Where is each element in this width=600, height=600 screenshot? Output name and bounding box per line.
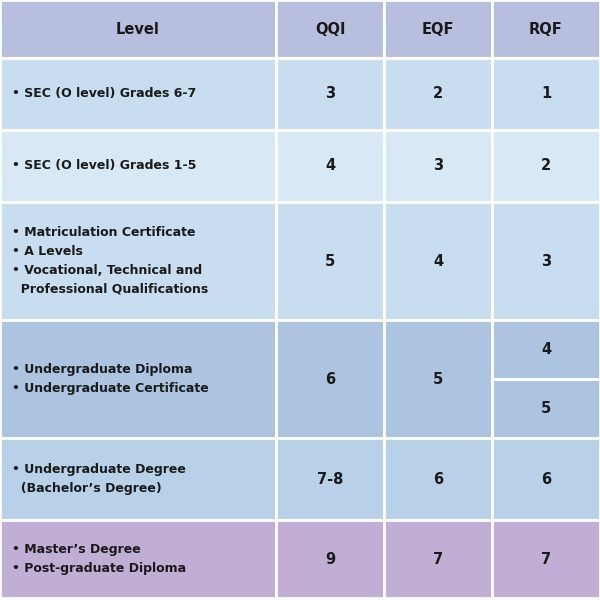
Text: EQF: EQF	[422, 22, 454, 37]
Text: • Undergraduate Degree
  (Bachelor’s Degree): • Undergraduate Degree (Bachelor’s Degre…	[12, 463, 186, 495]
Text: 7: 7	[541, 551, 551, 566]
Text: 6: 6	[325, 371, 335, 386]
Bar	[384, 202, 492, 320]
Text: • Matriculation Certificate
• A Levels
• Vocational, Technical and
  Professiona: • Matriculation Certificate • A Levels •…	[12, 226, 208, 296]
Text: 6: 6	[433, 472, 443, 487]
Bar	[0, 0, 276, 58]
Bar	[0, 58, 276, 130]
Text: 7-8: 7-8	[317, 472, 343, 487]
Bar	[492, 58, 600, 130]
Bar	[276, 202, 384, 320]
Bar	[492, 202, 600, 320]
Text: 5: 5	[541, 401, 551, 416]
Text: • SEC (O level) Grades 6-7: • SEC (O level) Grades 6-7	[12, 88, 196, 100]
Text: 6: 6	[541, 472, 551, 487]
Bar	[276, 0, 384, 58]
Text: 4: 4	[433, 253, 443, 269]
Bar	[384, 320, 492, 438]
Bar	[492, 0, 600, 58]
Text: 9: 9	[325, 551, 335, 566]
Bar	[384, 130, 492, 202]
Text: 4: 4	[541, 342, 551, 357]
Bar	[492, 520, 600, 598]
Text: 5: 5	[325, 253, 335, 269]
Text: 2: 2	[541, 158, 551, 173]
Text: 5: 5	[433, 371, 443, 386]
Text: 1: 1	[541, 86, 551, 101]
Text: Level: Level	[116, 22, 160, 37]
Bar	[492, 130, 600, 202]
Text: • SEC (O level) Grades 1-5: • SEC (O level) Grades 1-5	[12, 160, 196, 173]
Bar	[276, 58, 384, 130]
Bar	[492, 438, 600, 520]
Text: 3: 3	[325, 86, 335, 101]
Bar	[384, 438, 492, 520]
Bar	[276, 520, 384, 598]
Text: 7: 7	[433, 551, 443, 566]
Bar	[0, 130, 276, 202]
Text: • Undergraduate Diploma
• Undergraduate Certificate: • Undergraduate Diploma • Undergraduate …	[12, 363, 209, 395]
Bar	[384, 520, 492, 598]
Bar	[276, 130, 384, 202]
Bar	[492, 320, 600, 379]
Bar	[276, 320, 384, 438]
Text: • Master’s Degree
• Post-graduate Diploma: • Master’s Degree • Post-graduate Diplom…	[12, 543, 186, 575]
Bar	[0, 438, 276, 520]
Text: 3: 3	[433, 158, 443, 173]
Bar	[492, 379, 600, 438]
Bar	[384, 58, 492, 130]
Text: QQI: QQI	[315, 22, 345, 37]
Bar	[0, 320, 276, 438]
Text: 3: 3	[541, 253, 551, 269]
Bar	[0, 202, 276, 320]
Text: 2: 2	[433, 86, 443, 101]
Bar	[276, 438, 384, 520]
Text: RQF: RQF	[529, 22, 563, 37]
Bar	[384, 0, 492, 58]
Bar	[0, 520, 276, 598]
Text: 4: 4	[325, 158, 335, 173]
